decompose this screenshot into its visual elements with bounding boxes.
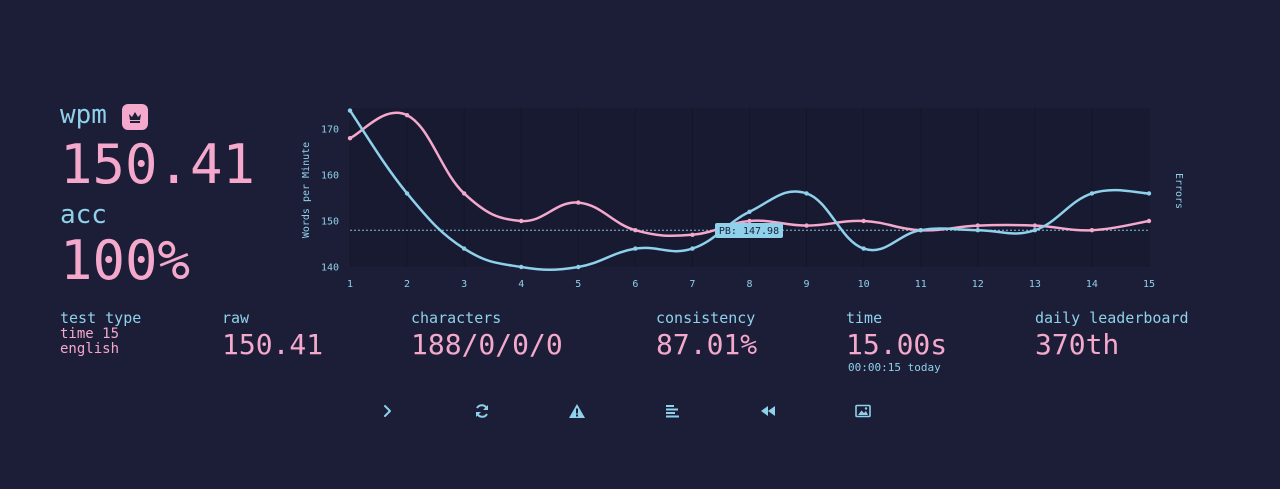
stat-raw-value: 150.41: [222, 328, 324, 361]
stat-time-value: 15.00s: [846, 328, 948, 361]
x-tick-label: 4: [518, 279, 524, 290]
save-screenshot-button[interactable]: [852, 400, 874, 422]
series-2-point-14: [1089, 191, 1095, 196]
series-1-point-13: [1032, 223, 1038, 228]
stat-test-type: test type time 15 english: [60, 309, 141, 357]
x-tick-label: 12: [972, 279, 984, 290]
x-tick-label: 14: [1086, 279, 1098, 290]
series-2-point-2: [404, 191, 410, 196]
series-2-point-13: [1032, 228, 1038, 233]
chart-grid: [349, 108, 1150, 267]
wpm-value: 150.41: [60, 133, 256, 196]
stat-leaderboard-label: daily leaderboard: [1035, 309, 1189, 327]
stat-leaderboard-value: 370th: [1035, 328, 1120, 361]
series-2-point-3: [461, 246, 467, 251]
restart-test-button[interactable]: [471, 400, 493, 422]
x-tick-label: 15: [1143, 279, 1155, 290]
series-2-point-10: [861, 246, 866, 251]
rewind-icon: [761, 406, 775, 416]
refresh-icon: [476, 404, 488, 418]
series-2-point-11: [918, 228, 923, 233]
next-test-button[interactable]: [376, 400, 398, 422]
replay-button[interactable]: [757, 400, 779, 422]
warning-icon: [569, 404, 585, 418]
acc-value: 100%: [60, 229, 191, 292]
x-tick-label: 8: [746, 279, 752, 290]
x-tick-label: 2: [404, 279, 410, 290]
series-2-point-7: [690, 246, 695, 251]
series-1-point-14: [1089, 228, 1095, 233]
series-2-point-8: [747, 209, 752, 214]
y-tick-label: 160: [321, 171, 339, 182]
y-axis-label: Words per Minute: [301, 142, 312, 238]
x-ticks: 1 2 3 4 5 6 7 8 9 10 11 12 13 14 15: [347, 279, 1155, 290]
x-tick-label: 6: [632, 279, 638, 290]
x-tick-label: 7: [689, 279, 695, 290]
wpm-label: wpm: [60, 100, 107, 130]
stat-characters-label: characters: [411, 309, 502, 327]
stat-raw: raw 150.41: [222, 309, 323, 361]
chart-plot-area: [350, 108, 1149, 267]
stat-raw-label: raw: [222, 309, 250, 327]
stat-consistency: consistency 87.01%: [656, 309, 757, 361]
x-tick-label: 11: [915, 279, 927, 290]
series-1-point-5: [576, 200, 581, 205]
series-2-point-15: [1146, 191, 1152, 196]
stat-test-type-language: english: [60, 341, 120, 357]
series-1-point-4: [519, 218, 524, 224]
errors-axis-label: Errors: [1173, 173, 1184, 209]
series-1-point-6: [633, 228, 638, 233]
acc-label: acc: [60, 200, 107, 230]
series-2-point-6: [633, 246, 638, 251]
x-tick-label: 3: [461, 279, 467, 290]
pb-label-box: [715, 223, 783, 238]
stat-test-type-mode: time 15: [60, 326, 120, 342]
series-2-point-4: [519, 264, 524, 270]
x-tick-label: 10: [858, 279, 870, 290]
stat-leaderboard: daily leaderboard 370th: [1035, 309, 1189, 361]
series-2-point-12: [975, 228, 980, 233]
stat-consistency-label: consistency: [656, 309, 756, 327]
x-tick-label: 1: [347, 279, 353, 290]
series-2-point-5: [576, 264, 581, 270]
align-left-icon: [666, 405, 679, 418]
y-ticks: 140 150 160 170: [321, 125, 339, 274]
x-tick-label: 9: [804, 279, 810, 290]
y-tick-label: 150: [321, 217, 339, 228]
series-2-point-9: [804, 191, 809, 196]
series-1-point-1: [347, 136, 353, 141]
crown-icon[interactable]: [122, 104, 148, 130]
chevron-right-icon: [384, 405, 391, 417]
pb-label: PB: 147.98: [715, 223, 783, 238]
x-tick-label: 13: [1029, 279, 1041, 290]
stat-test-type-label: test type: [60, 309, 142, 327]
series-1-point-12: [975, 223, 980, 228]
series-1-point-9: [804, 223, 809, 228]
stat-time-label: time: [846, 309, 883, 327]
series-1-point-3: [461, 191, 467, 196]
stat-characters-value: 188/0/0/0: [411, 328, 563, 361]
x-tick-label: 5: [575, 279, 581, 290]
stat-characters: characters 188/0/0/0: [411, 309, 563, 361]
series-1-point-15: [1146, 218, 1152, 224]
series-1-point-8: [747, 218, 752, 224]
word-history-button[interactable]: [661, 400, 683, 422]
pb-label-text: PB: 147.98: [719, 226, 779, 237]
series-1-point-7: [690, 232, 695, 237]
y-tick-label: 140: [321, 263, 339, 274]
series-1-point-2: [404, 113, 410, 118]
series-1-point-10: [861, 218, 866, 224]
image-icon: [855, 404, 871, 418]
stat-time: time 15.00s 00:00:15 today: [846, 309, 947, 374]
report-button[interactable]: [566, 400, 588, 422]
stat-time-subtext: 00:00:15 today: [848, 361, 941, 374]
series-2-point-1: [347, 108, 353, 113]
stat-consistency-value: 87.01%: [656, 328, 758, 361]
y-tick-label: 170: [321, 125, 339, 136]
